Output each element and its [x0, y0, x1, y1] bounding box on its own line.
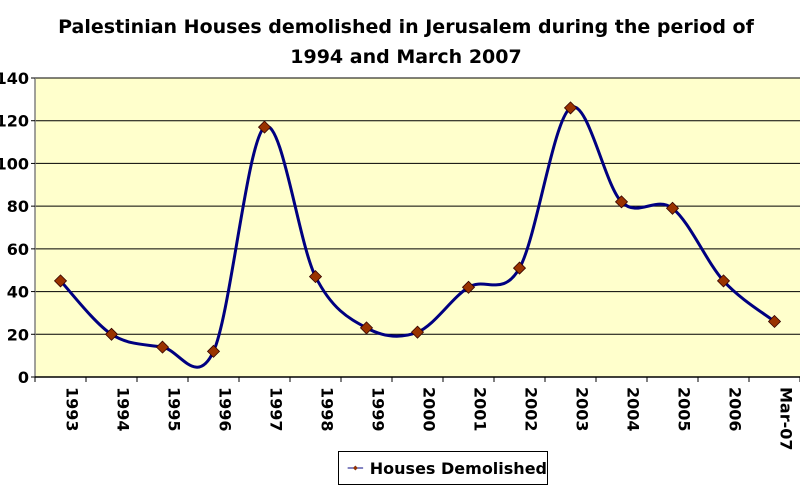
y-tick-label: 40 — [7, 283, 29, 302]
data-point-marker — [155, 340, 170, 354]
x-tick-label: 1996 — [216, 387, 235, 432]
grid-lines — [35, 77, 800, 335]
x-tick-label: 2003 — [573, 387, 592, 432]
x-tick-label: 2000 — [420, 387, 439, 432]
chart-title-line-1: Palestinian Houses demolished in Jerusal… — [58, 16, 754, 38]
data-point-marker — [410, 325, 425, 339]
chart-title-line-2: 1994 and March 2007 — [290, 46, 522, 68]
data-point-marker — [257, 120, 272, 134]
data-point-marker — [512, 261, 527, 275]
x-tick-label: 1999 — [369, 387, 388, 432]
x-tick-label: 2006 — [726, 387, 745, 432]
x-tick-label: 2004 — [624, 387, 643, 432]
x-tick-label: 2002 — [522, 387, 541, 432]
data-point-marker — [716, 274, 731, 288]
data-point-marker — [767, 314, 782, 329]
data-point-marker — [104, 327, 119, 341]
y-tick-label: 0 — [18, 368, 29, 387]
data-point-marker — [563, 101, 578, 115]
x-tick-label: 1998 — [318, 387, 337, 432]
legend-label: Houses Demolished — [369, 458, 547, 478]
data-point-marker — [614, 195, 629, 209]
data-markers — [53, 101, 782, 358]
x-tick-label: 1997 — [267, 387, 286, 432]
axes — [31, 77, 800, 382]
x-tick-label: Mar-07 — [777, 387, 796, 451]
y-tick-label: 80 — [7, 197, 29, 216]
y-tick-label: 20 — [7, 325, 29, 344]
x-tick-label: 1994 — [114, 387, 133, 432]
y-tick-label: 100 — [0, 154, 29, 173]
y-tick-label: 120 — [0, 112, 29, 131]
y-tick-label: 60 — [7, 240, 29, 259]
chart-title: Palestinian Houses demolished in Jerusal… — [0, 12, 800, 72]
legend-swatch-icon — [347, 465, 364, 471]
x-tick-label: 1993 — [63, 387, 82, 432]
data-point-marker — [461, 280, 476, 294]
data-point-marker — [308, 270, 323, 284]
x-tick-label: 2005 — [675, 387, 694, 432]
data-point-marker — [359, 321, 374, 335]
legend: Houses Demolished — [338, 451, 548, 485]
data-point-marker — [665, 201, 680, 215]
y-tick-labels: 0 20 40 60 80 100 120 140 — [0, 69, 29, 387]
x-tick-labels: 1993 1994 1995 1996 1997 1998 1999 2000 2001 2002… — [63, 387, 796, 451]
legend-marker — [352, 465, 358, 471]
x-tick-label: 1995 — [165, 387, 184, 432]
x-tick-label: 2001 — [471, 387, 490, 432]
data-point-marker — [53, 274, 68, 288]
y-tick-label: 140 — [0, 69, 29, 88]
data-point-marker — [206, 344, 221, 358]
